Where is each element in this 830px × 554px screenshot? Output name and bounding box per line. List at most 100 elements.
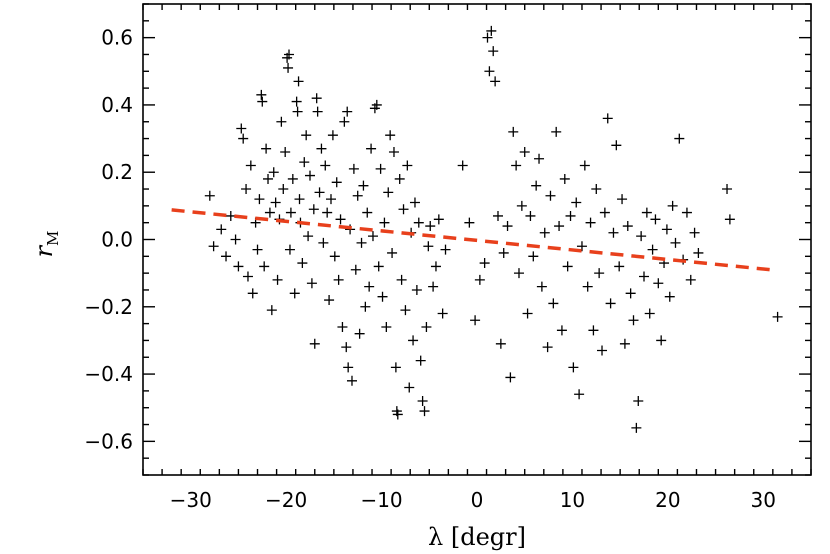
data-point-plus	[511, 160, 522, 171]
data-point-plus	[484, 66, 495, 77]
data-point-plus	[611, 140, 622, 151]
data-point-plus	[371, 99, 382, 110]
y-axis-title-main: r	[30, 244, 58, 257]
data-point-plus	[356, 237, 367, 248]
data-point-plus	[539, 227, 550, 238]
data-point-plus	[402, 160, 413, 171]
data-point-plus	[392, 409, 403, 420]
fit-line	[171, 208, 778, 273]
data-point-plus	[488, 46, 499, 57]
x-tick-label: 30	[751, 488, 776, 512]
x-tick-label: 0	[471, 488, 484, 512]
data-point-plus	[505, 372, 516, 383]
data-point-plus	[633, 395, 644, 406]
data-point-plus	[247, 288, 258, 299]
data-point-plus	[685, 274, 696, 285]
data-point-plus	[571, 197, 582, 208]
data-point-plus	[320, 160, 331, 171]
data-point-plus	[230, 234, 241, 245]
data-point-plus	[366, 143, 377, 154]
data-point-plus	[486, 25, 497, 36]
data-point-plus	[358, 180, 369, 191]
data-point-plus	[245, 160, 256, 171]
data-point-plus	[354, 328, 365, 339]
data-point-plus	[568, 362, 579, 373]
data-point-plus	[301, 130, 312, 141]
data-point-plus	[352, 190, 363, 201]
data-point-plus	[585, 217, 596, 228]
data-point-plus	[278, 184, 289, 195]
data-point-plus	[625, 288, 636, 299]
data-point-plus	[417, 395, 428, 406]
data-point-plus	[492, 210, 503, 221]
data-point-plus	[409, 197, 420, 208]
data-point-plus	[294, 194, 305, 205]
data-point-plus	[639, 271, 649, 282]
data-point-plus	[270, 197, 281, 208]
data-point-plus	[238, 133, 249, 144]
data-point-plus	[306, 278, 317, 289]
data-point-plus	[519, 147, 530, 158]
y-tick-label: −0.2	[84, 295, 133, 319]
data-point-plus	[236, 123, 247, 134]
data-point-plus	[233, 261, 244, 272]
data-point-plus	[322, 207, 333, 218]
data-point-plus	[513, 268, 524, 279]
data-point-plus	[588, 325, 599, 336]
data-point-plus	[415, 355, 426, 366]
y-axis-title: rM	[30, 231, 62, 258]
data-point-plus	[293, 76, 304, 87]
data-point-plus	[318, 237, 329, 248]
data-point-plus	[653, 278, 664, 289]
data-point-plus	[428, 281, 439, 292]
data-point-plus	[272, 274, 283, 285]
data-point-plus	[644, 308, 655, 319]
data-point-plus	[482, 32, 493, 43]
data-point-plus	[772, 311, 783, 322]
data-point-plus	[602, 113, 613, 124]
data-point-plus	[339, 116, 350, 127]
data-point-plus	[396, 274, 407, 285]
data-point-plus	[284, 49, 295, 60]
data-point-plus	[342, 106, 353, 117]
data-point-plus	[316, 143, 327, 154]
data-point-plus	[266, 305, 277, 316]
data-point-plus	[628, 315, 639, 326]
data-point-plus	[398, 204, 409, 215]
data-point-plus	[562, 261, 573, 272]
data-point-plus	[208, 241, 219, 252]
data-point-plus	[614, 261, 625, 272]
data-point-plus	[591, 184, 602, 195]
data-point-plus	[388, 147, 399, 158]
data-point-plus	[576, 241, 587, 252]
data-point-plus	[470, 315, 481, 326]
data-point-plus	[516, 200, 527, 211]
data-point-plus	[622, 221, 633, 232]
data-point-plus	[343, 362, 354, 373]
data-point-plus	[502, 221, 513, 232]
data-point-plus	[693, 247, 704, 258]
data-point-plus	[641, 207, 652, 218]
data-point-plus	[303, 231, 314, 242]
data-point-plus	[457, 160, 468, 171]
data-point-plus	[579, 160, 590, 171]
x-tick-label: −20	[265, 488, 307, 512]
data-point-plus	[216, 224, 227, 235]
data-point-plus	[387, 247, 398, 258]
data-point-plus	[379, 217, 390, 228]
data-point-plus	[599, 207, 610, 218]
data-point-plus	[325, 194, 336, 205]
y-tick-label: 0.6	[101, 26, 133, 50]
data-point-plus	[534, 153, 545, 164]
data-point-plus	[381, 321, 392, 332]
data-point-plus	[268, 167, 279, 178]
data-point-plus	[280, 147, 291, 158]
data-point-plus	[242, 271, 253, 282]
data-point-plus	[254, 194, 265, 205]
data-point-plus	[605, 298, 616, 309]
data-point-plus	[256, 89, 267, 100]
data-point-plus	[597, 345, 608, 356]
y-tick-label: 0.4	[101, 93, 133, 117]
data-point-plus	[419, 406, 430, 417]
data-point-plus	[582, 281, 593, 292]
